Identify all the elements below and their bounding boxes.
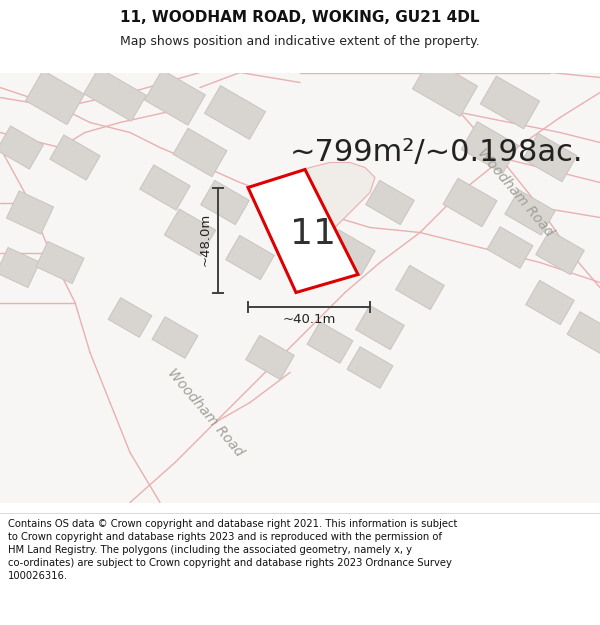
Text: Woodham Road: Woodham Road	[474, 146, 556, 239]
Text: 11: 11	[290, 217, 336, 251]
Polygon shape	[505, 190, 555, 235]
Text: 11, WOODHAM ROAD, WOKING, GU21 4DL: 11, WOODHAM ROAD, WOKING, GU21 4DL	[120, 9, 480, 24]
Text: ~48.0m: ~48.0m	[199, 213, 212, 266]
Text: Contains OS data © Crown copyright and database right 2021. This information is : Contains OS data © Crown copyright and d…	[8, 519, 457, 581]
Polygon shape	[567, 312, 600, 353]
Polygon shape	[325, 230, 375, 275]
Polygon shape	[487, 227, 533, 268]
Polygon shape	[83, 68, 146, 121]
Polygon shape	[0, 248, 40, 288]
Polygon shape	[536, 231, 584, 274]
Polygon shape	[412, 59, 478, 116]
Polygon shape	[36, 241, 84, 284]
Polygon shape	[395, 266, 445, 309]
Polygon shape	[145, 70, 205, 125]
Polygon shape	[226, 236, 274, 279]
Polygon shape	[245, 336, 295, 379]
Polygon shape	[140, 165, 190, 210]
Polygon shape	[25, 71, 85, 124]
Polygon shape	[461, 122, 519, 173]
Polygon shape	[164, 209, 215, 256]
Polygon shape	[347, 347, 393, 388]
Polygon shape	[526, 281, 574, 324]
Polygon shape	[7, 191, 53, 234]
Polygon shape	[50, 135, 100, 180]
Polygon shape	[205, 86, 266, 139]
Polygon shape	[481, 76, 539, 129]
Polygon shape	[270, 162, 375, 248]
Polygon shape	[248, 169, 358, 292]
Polygon shape	[0, 126, 43, 169]
Polygon shape	[200, 181, 250, 224]
Polygon shape	[152, 317, 198, 358]
Polygon shape	[356, 306, 404, 349]
Text: ~799m²/~0.198ac.: ~799m²/~0.198ac.	[290, 138, 583, 167]
Polygon shape	[443, 178, 497, 227]
Polygon shape	[523, 133, 577, 182]
Polygon shape	[108, 298, 152, 338]
Text: ~40.1m: ~40.1m	[283, 313, 335, 326]
Polygon shape	[307, 322, 353, 363]
Text: Woodham Road: Woodham Road	[164, 366, 246, 459]
Polygon shape	[173, 128, 227, 177]
Polygon shape	[365, 181, 415, 224]
Text: Map shows position and indicative extent of the property.: Map shows position and indicative extent…	[120, 35, 480, 48]
